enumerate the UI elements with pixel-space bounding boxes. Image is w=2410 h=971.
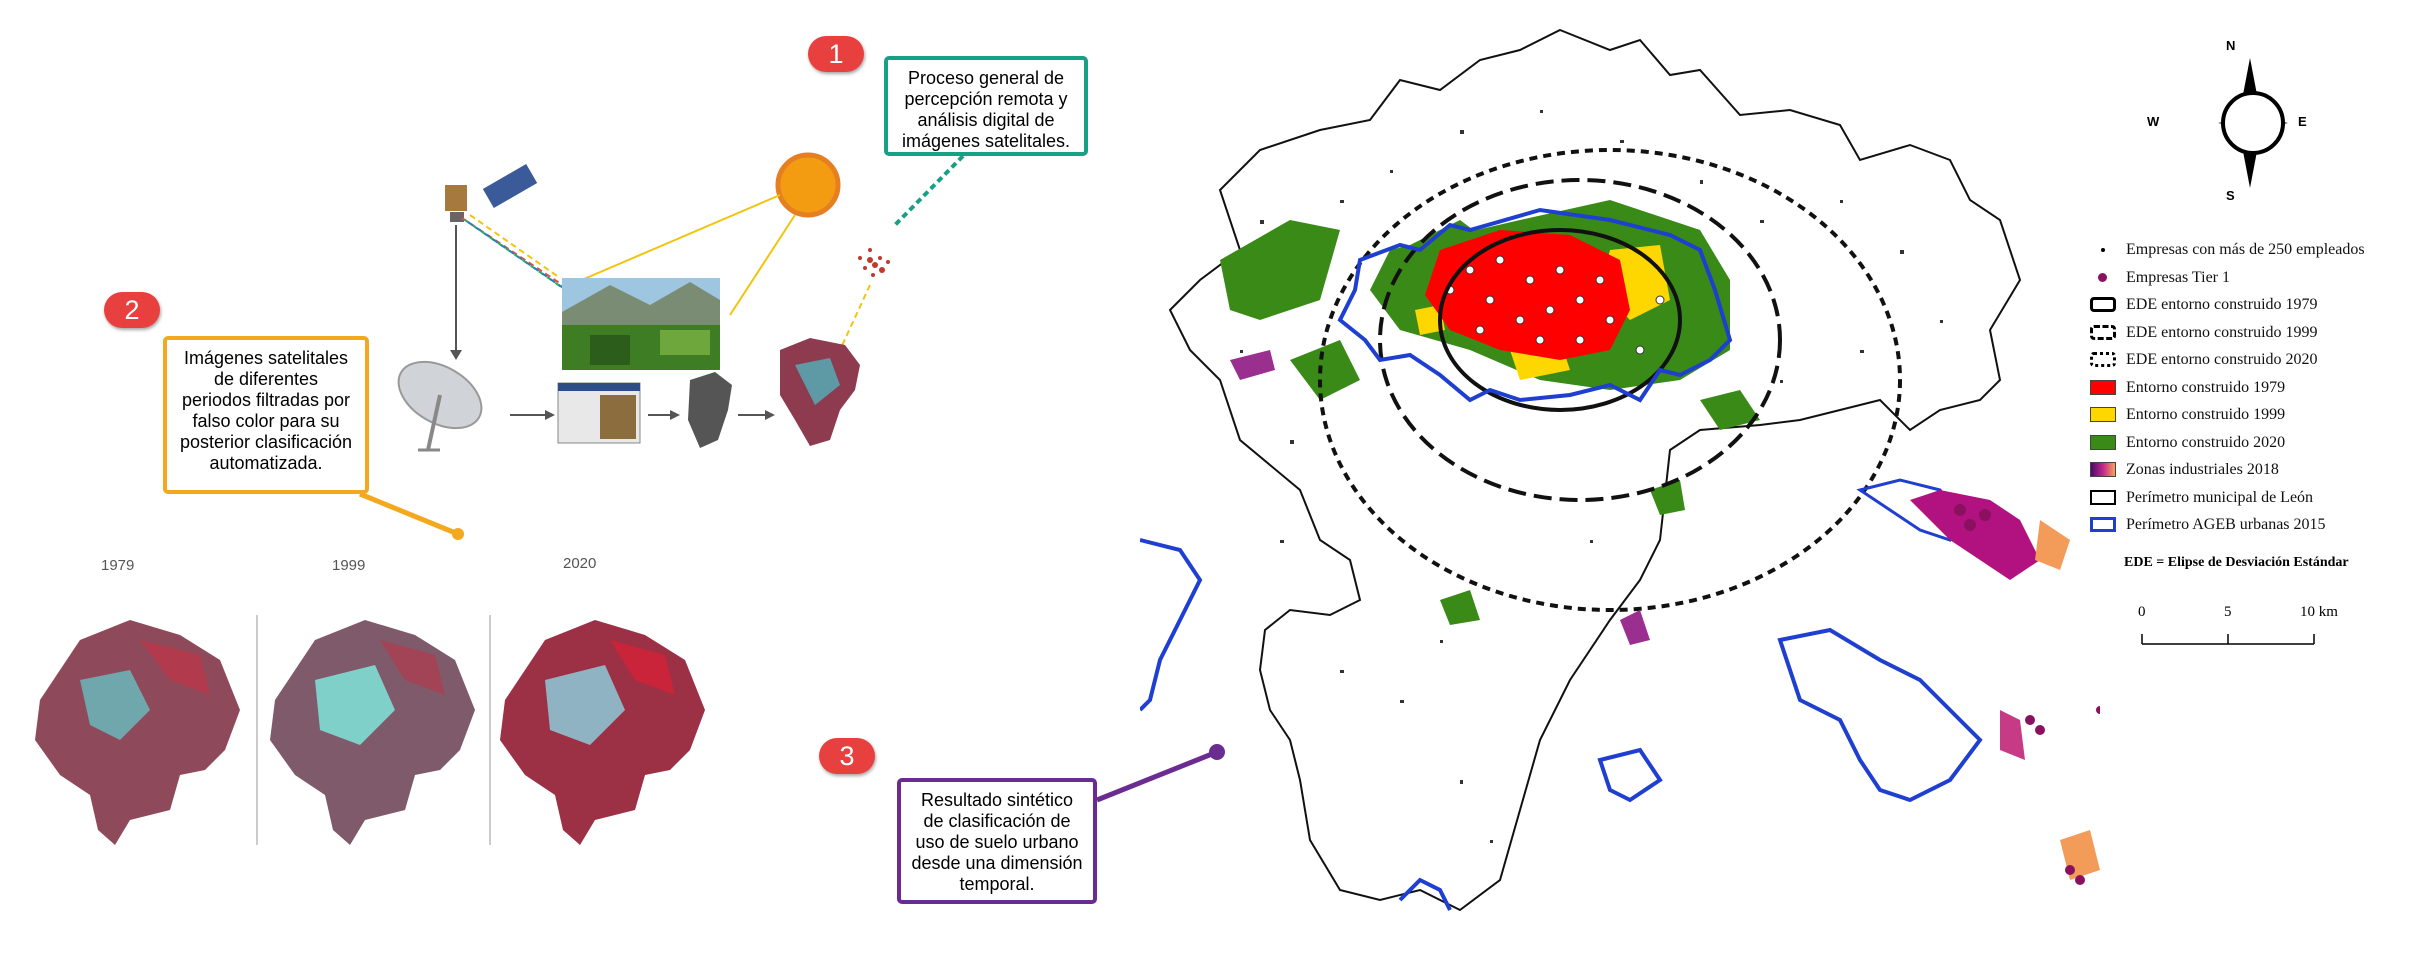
industrial-zones <box>1230 350 2100 880</box>
callout3-pointer <box>1096 749 1218 803</box>
step-badge-1: 1 <box>808 36 864 72</box>
legend-label: Perímetro municipal de León <box>2126 488 2314 506</box>
grayscale-map-icon <box>688 372 732 448</box>
callout-c2-line: posterior clasificación <box>179 432 353 452</box>
legend-label: Empresas con más de 250 empleados <box>2126 241 2365 258</box>
legend-symbol <box>2090 324 2116 340</box>
callout-c2-line: Imágenes satelitales <box>183 348 349 368</box>
ede-ellipse-1979 <box>1438 228 1682 412</box>
legend-symbol <box>2090 270 2116 285</box>
sun-icon <box>775 152 841 218</box>
legend-symbol <box>2090 434 2116 450</box>
land-use-map <box>1140 28 2100 912</box>
callout-c2-line: periodos filtradas por <box>181 390 351 410</box>
landscape-image <box>562 278 720 370</box>
compass-south: S <box>2226 188 2235 203</box>
industrial-zone-east <box>1910 490 2040 580</box>
year-label-1999: 1999 <box>332 557 366 574</box>
callout3-pointer-dot <box>1209 744 1225 760</box>
callout-c2-line: falso color para su <box>192 411 340 431</box>
ede-ellipse-1999 <box>1378 178 1782 502</box>
legend-label: EDE entorno construido 2020 <box>2126 351 2318 368</box>
callout-remote-sensing-process: Proceso general de percepción remota y aná… <box>884 56 1088 156</box>
scale-tick-5: 5 <box>2224 604 2232 620</box>
callout-satellite-images: Imágenes satelitales de diferentes periodo… <box>163 336 369 494</box>
legend-label: EDE entorno construido 1999 <box>2126 323 2318 341</box>
callout-c2-line: de diferentes <box>213 369 319 389</box>
built-1979-core <box>1425 230 1630 360</box>
callout-c1-line: imágenes satelitales. <box>901 131 1071 151</box>
step-badge-3: 3 <box>819 738 875 774</box>
compass-east: E <box>2298 114 2307 129</box>
tier1-company-points <box>1954 504 2100 885</box>
satellite-image-1999 <box>270 620 475 845</box>
north-arrow-icon <box>2218 58 2288 188</box>
legend-label: Perímetro AGEB urbanas 2015 <box>2126 516 2326 533</box>
callout-c2-line: automatizada. <box>209 453 323 473</box>
legend-label: EDE entorno construido 1979 <box>2126 296 2318 313</box>
callout-c1-line: Proceso general de <box>907 68 1065 88</box>
scale-tick-10: 10 km <box>2300 604 2338 620</box>
ageb-west-fragment <box>1140 538 1203 712</box>
legend-symbol <box>2090 352 2116 367</box>
legend-symbol <box>2090 489 2116 505</box>
legend-label: Entorno construido 1979 <box>2126 378 2286 396</box>
callout-c3-line: uso de suelo urbano <box>915 832 1079 852</box>
legend-note: EDE = Elipse de Desviación Estándar <box>2124 555 2349 570</box>
satellite-dish-icon <box>397 360 483 452</box>
compass-north: N <box>2226 38 2236 53</box>
year-label-1979: 1979 <box>101 557 135 574</box>
callout-c3-line: Resultado sintético <box>920 790 1074 810</box>
legend-label: Zonas industriales 2018 <box>2126 461 2279 478</box>
callout-c3-line: temporal. <box>959 874 1035 894</box>
callout-c1-line: análisis digital de <box>917 110 1055 130</box>
municipal-perimeter <box>1168 28 2022 912</box>
processing-screen-icon <box>557 382 641 444</box>
scale-tick-0: 0 <box>2138 604 2146 620</box>
ageb-east-fragment <box>1777 627 1983 803</box>
legend-symbol <box>2090 517 2116 532</box>
satellite-image-series <box>35 615 705 845</box>
compass-west: W <box>2147 114 2160 129</box>
ageb-south-edge <box>1398 877 1452 911</box>
step-badge-2: 2 <box>104 292 160 328</box>
satellite-image-1979 <box>35 620 240 845</box>
scattered-settlements <box>1240 110 1943 843</box>
callout-c3-line: de clasificación de <box>923 811 1071 831</box>
legend-symbol <box>2090 297 2116 312</box>
callout-synthetic-result: Resultado sintético de clasificación de us… <box>897 778 1097 904</box>
callout-c1-line: percepción remota y <box>904 89 1068 109</box>
scale-bar <box>2141 634 2315 645</box>
legend-label: Entorno construido 1999 <box>2126 406 2286 423</box>
legend-symbol <box>2090 242 2116 257</box>
legend-label: Entorno construido 2020 <box>2126 433 2286 451</box>
legend-symbol <box>2090 379 2116 395</box>
ede-ellipse-2020 <box>1318 148 1902 612</box>
callout1-pointer <box>893 154 965 227</box>
companies-250-points <box>1445 255 1665 355</box>
callout2-pointer <box>359 491 459 537</box>
callout2-pointer-dot <box>452 528 464 540</box>
year-label-2020: 2020 <box>563 555 597 572</box>
legend-label: Empresas Tier 1 <box>2126 268 2230 286</box>
satellite-icon <box>445 163 538 222</box>
point-cloud-icon <box>858 248 890 277</box>
legend-symbol <box>2090 407 2116 422</box>
remote-sensing-diagram <box>397 152 890 452</box>
ageb-perimeter <box>1337 207 1733 403</box>
callout-c3-line: desde una dimensión <box>911 853 1083 873</box>
ageb-south-fragment <box>1597 747 1663 803</box>
satellite-image-2020 <box>500 620 705 845</box>
legend-symbol <box>2090 462 2116 477</box>
